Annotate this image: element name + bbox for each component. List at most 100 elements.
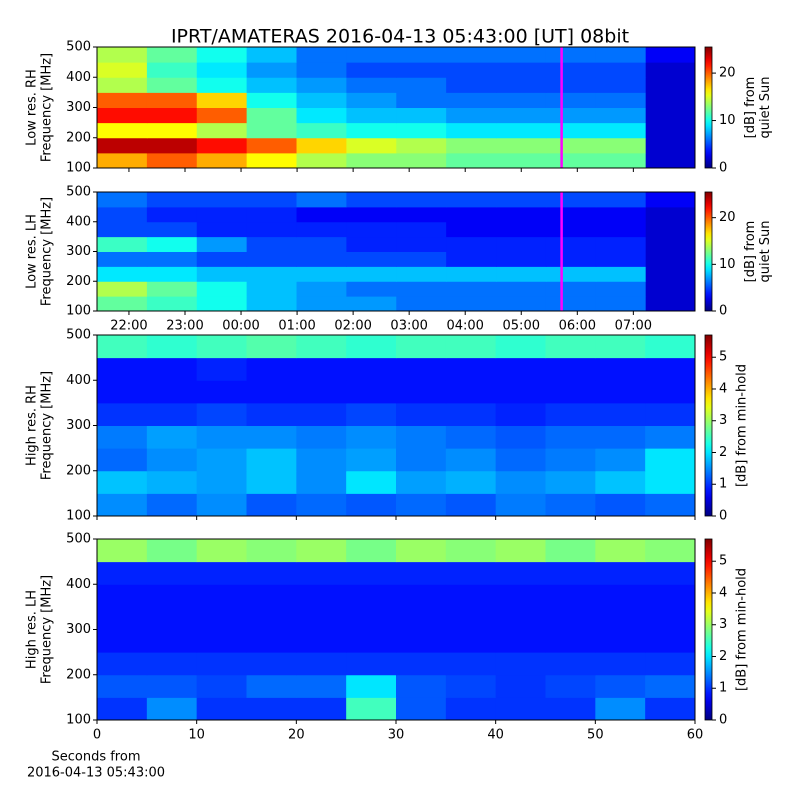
x-tick-label: 60 — [687, 728, 704, 743]
heatmap-cell — [445, 652, 497, 676]
heatmap-cell — [446, 206, 497, 223]
heatmap-cell — [545, 697, 596, 721]
heatmap-cell — [595, 606, 646, 630]
colorbar-label: [dB] from — [743, 77, 758, 139]
heatmap-cell — [396, 629, 447, 653]
heatmap-cell — [346, 402, 397, 426]
heatmap-cell — [645, 266, 696, 282]
heatmap-cell — [545, 62, 597, 78]
heatmap-cell — [346, 296, 397, 312]
heatmap-cell — [595, 206, 647, 223]
heatmap-cell — [645, 221, 696, 238]
heatmap-cell — [97, 107, 148, 124]
heatmap-cell — [396, 357, 447, 381]
heatmap-cell — [196, 402, 247, 426]
heatmap-cell — [246, 629, 297, 653]
heatmap-cell — [296, 402, 347, 426]
heatmap-cell — [246, 281, 298, 297]
heatmap-cell — [97, 697, 148, 721]
colorbar-label: [dB] from — [743, 221, 758, 283]
colorbar — [704, 46, 713, 169]
heatmap-cell — [196, 137, 248, 154]
heatmap-cell — [495, 674, 546, 698]
heatmap-cell — [196, 47, 248, 63]
heatmap-cell — [97, 470, 148, 494]
heatmap-cell — [445, 402, 497, 426]
heatmap-cell — [97, 137, 148, 154]
heatmap-cell — [545, 493, 596, 517]
heatmap-cell — [595, 402, 646, 426]
heatmap-cell — [296, 674, 347, 698]
heatmap-cell — [396, 539, 447, 563]
heatmap-cell — [595, 192, 647, 208]
heatmap-cell — [196, 77, 248, 93]
heatmap-cell — [246, 357, 297, 381]
heatmap-cell — [396, 206, 447, 223]
colorbar-tick-label: 10 — [719, 257, 736, 272]
heatmap-cell — [296, 493, 347, 517]
heatmap-cell — [595, 674, 646, 698]
x-axis-label: 2016-04-13 05:43:00 — [27, 766, 165, 781]
heatmap-cell — [645, 629, 696, 653]
heatmap-cell — [246, 206, 298, 223]
heatmap-cell — [97, 402, 148, 426]
heatmap-cell — [645, 652, 696, 676]
heatmap-cell — [595, 92, 647, 108]
heatmap-cell — [146, 606, 198, 630]
heatmap-cell — [97, 629, 148, 653]
heatmap-cell — [496, 251, 547, 267]
y-tick-label: 100 — [66, 161, 91, 176]
heatmap-cell — [196, 236, 248, 252]
heatmap-cell — [296, 335, 347, 359]
heatmap-cell — [545, 539, 596, 563]
x-tick-label: 23:00 — [166, 319, 203, 334]
heatmap-cell — [97, 425, 148, 449]
heatmap-cell — [346, 77, 397, 93]
heatmap-cell — [595, 266, 647, 282]
heatmap-cell — [645, 425, 696, 449]
heatmap-cell — [296, 192, 347, 208]
heatmap-cell — [346, 47, 397, 63]
heatmap-cell — [496, 77, 547, 93]
heatmap-cell — [346, 539, 397, 563]
heatmap-cell — [246, 448, 297, 472]
heatmap-cell — [495, 380, 546, 404]
heatmap-cell — [97, 380, 148, 404]
heatmap-cell — [545, 296, 597, 312]
heatmap-cell — [246, 77, 298, 93]
heatmap-cell — [196, 425, 247, 449]
heatmap-cell — [446, 251, 497, 267]
heatmap-cell — [246, 92, 298, 108]
heatmap-cell — [246, 251, 298, 267]
heatmap-cell — [246, 561, 297, 585]
heatmap-cell — [445, 357, 497, 381]
y-tick-label: 300 — [66, 244, 91, 259]
heatmap-cell — [396, 606, 447, 630]
heatmap-cell — [246, 493, 297, 517]
heatmap-cell — [545, 606, 596, 630]
heatmap-cell — [545, 251, 597, 267]
heatmap-cell — [445, 425, 497, 449]
heatmap-cell — [146, 425, 198, 449]
heatmap-cell — [246, 470, 297, 494]
heatmap-cell — [346, 697, 397, 721]
heatmap-cell — [445, 674, 497, 698]
x-tick-label: 05:00 — [503, 319, 540, 334]
heatmap-cell — [645, 137, 696, 154]
y-tick-label: 100 — [66, 509, 91, 524]
heatmap-cell — [545, 77, 597, 93]
heatmap-cell — [246, 266, 298, 282]
heatmap-cell — [346, 335, 397, 359]
heatmap-cell — [645, 251, 696, 267]
heatmap-cell — [97, 493, 148, 517]
heatmap-cell — [97, 652, 148, 676]
heatmap-cell — [246, 539, 297, 563]
heatmap-cell — [296, 281, 347, 297]
heatmap-cell — [446, 221, 497, 238]
heatmap-cell — [396, 221, 447, 238]
heatmap-cell — [396, 402, 447, 426]
heatmap-cell — [246, 192, 298, 208]
heatmap-cell — [496, 152, 547, 169]
heatmap-cell — [246, 652, 297, 676]
heatmap-cell — [97, 606, 148, 630]
